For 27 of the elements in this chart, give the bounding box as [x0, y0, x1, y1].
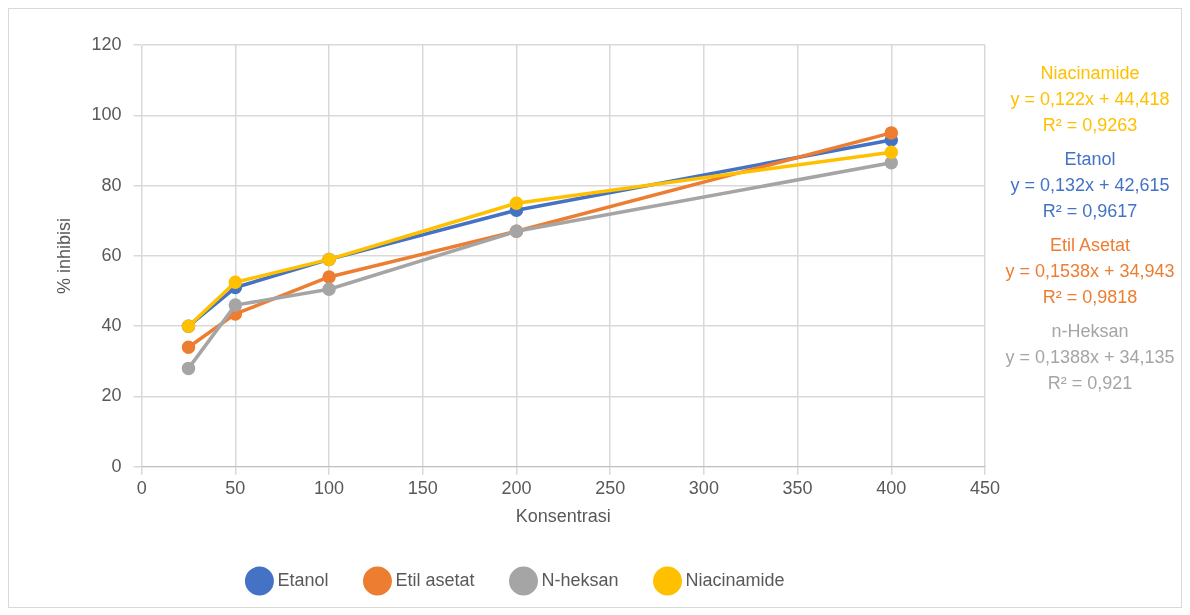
- y-tick-label: 20: [101, 385, 122, 406]
- x-tick-label: 50: [225, 477, 246, 498]
- text: Etil Asetat y = 0,1538x + 34,943 R² = 0,9818: [1004, 234, 1176, 309]
- x-tick-label: 250: [595, 477, 626, 498]
- x-tick-label: 200: [501, 477, 532, 498]
- x-tick-label: 450: [969, 477, 1001, 498]
- x-axis-title: Konsentrasi: [515, 506, 611, 527]
- x-tick-label: 400: [876, 477, 907, 498]
- x-tick-label: 150: [407, 477, 438, 498]
- y-tick-label: 40: [101, 315, 122, 336]
- x-tick-label: 350: [782, 477, 813, 498]
- y-tick-label: 100: [91, 104, 122, 125]
- y-tick-label: 120: [91, 33, 122, 54]
- legend-label: Etil asetat: [395, 569, 475, 590]
- y-tick-label: 0: [111, 455, 122, 476]
- text: Niacinamide y = 0,122x + 44,418 R² = 0,9263: [1009, 62, 1171, 137]
- x-tick-label: 0: [136, 477, 147, 498]
- y-axis-title: % inhibisi: [53, 217, 74, 294]
- text: Etanol y = 0,132x + 42,615 R² = 0,9617: [1009, 148, 1171, 223]
- y-tick-label: 80: [101, 174, 122, 195]
- legend-label: Niacinamide: [685, 569, 785, 590]
- legend-label: Etanol: [277, 569, 329, 590]
- y-tick-label: 60: [101, 244, 122, 265]
- legend-label: N-heksan: [541, 569, 619, 590]
- text: n-Heksan y = 0,1388x + 34,135 R² = 0,921: [1004, 320, 1176, 395]
- x-tick-label: 100: [314, 477, 345, 498]
- x-tick-label: 300: [688, 477, 719, 498]
